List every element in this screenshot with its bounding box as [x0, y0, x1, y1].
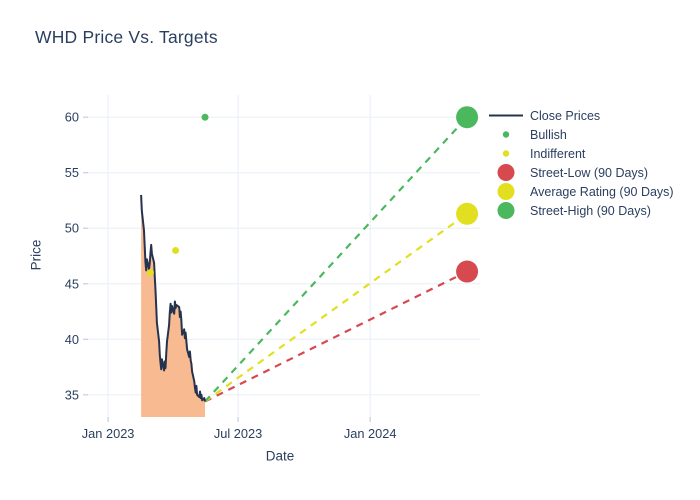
- projection-line-green: [204, 116, 468, 403]
- y-axis-title: Price: [28, 239, 44, 271]
- page-title: WHD Price Vs. Targets: [35, 27, 218, 47]
- close-prices-line: [140, 194, 206, 402]
- legend-label: Street-Low (90 Days): [530, 165, 649, 180]
- x-axis-title: Date: [265, 448, 295, 464]
- y-tick-label: 40: [65, 332, 79, 347]
- close-prices-line-icon: [484, 106, 528, 125]
- bullish-dot-icon: [484, 125, 528, 144]
- y-tick-label: 60: [65, 110, 79, 125]
- street-low-90-days-point[interactable]: [456, 260, 479, 283]
- legend-label: Average Rating (90 Days): [530, 184, 674, 199]
- legend-item-indifferent[interactable]: Indifferent: [484, 144, 674, 163]
- legend-item-bullish[interactable]: Bullish: [484, 125, 674, 144]
- y-tick-label: 45: [65, 276, 79, 291]
- legend-item-average-rating[interactable]: Average Rating (90 Days): [484, 182, 674, 201]
- legend-item-street-low[interactable]: Street-Low (90 Days): [484, 163, 674, 182]
- legend-label: Close Prices: [530, 108, 601, 123]
- indifferent-dot-icon: [484, 144, 528, 163]
- street-high-90-days-point[interactable]: [456, 106, 479, 129]
- indifferent-point[interactable]: [146, 269, 154, 277]
- legend-label: Indifferent: [530, 146, 586, 161]
- x-tick-label: Jan 2023: [82, 426, 135, 441]
- street-low-circle-icon: [484, 163, 528, 182]
- average-rating-circle-icon: [484, 182, 528, 201]
- x-tick-label: Jul 2023: [214, 426, 262, 441]
- legend-label: Bullish: [530, 127, 567, 142]
- legend: Close Prices Bullish Indifferent Street-…: [484, 106, 674, 220]
- legend-item-street-high[interactable]: Street-High (90 Days): [484, 201, 674, 220]
- street-high-circle-icon: [484, 201, 528, 220]
- projection-line-red: [204, 270, 468, 403]
- legend-item-close-prices[interactable]: Close Prices: [484, 106, 674, 125]
- y-tick-label: 35: [65, 387, 79, 402]
- x-tick-label: Jan 2024: [344, 426, 397, 441]
- average-rating-90-days-point[interactable]: [456, 202, 479, 225]
- projection-line-yellow: [204, 212, 468, 403]
- legend-label: Street-High (90 Days): [530, 203, 651, 218]
- y-tick-label: 55: [65, 165, 79, 180]
- bullish-point[interactable]: [201, 113, 209, 121]
- indifferent-point[interactable]: [172, 246, 180, 254]
- y-tick-label: 50: [65, 221, 79, 236]
- close-prices-area: [141, 194, 205, 417]
